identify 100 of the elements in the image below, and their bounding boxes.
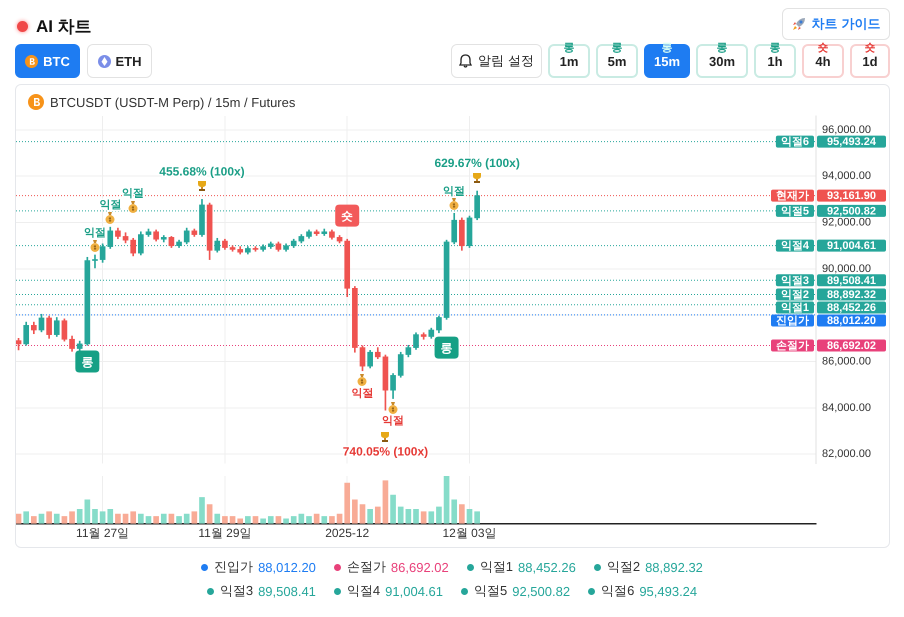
text: 손절가	[346, 559, 386, 574]
ref-line-label: 익절5	[780, 205, 810, 218]
bar	[199, 497, 205, 524]
text: 88,012.20	[258, 560, 316, 574]
text: 1h	[767, 54, 783, 70]
text: 익절3	[220, 583, 254, 598]
text: 92,500.82	[827, 205, 876, 218]
text: 95,493.24	[639, 584, 698, 598]
text: 86,692.02	[390, 560, 449, 574]
bar	[38, 514, 44, 524]
text: 알림 설정	[478, 52, 534, 70]
text: 롱	[564, 42, 574, 54]
bar	[16, 514, 22, 524]
text: 익절1	[480, 559, 513, 574]
bar	[122, 514, 128, 524]
bar	[62, 516, 68, 524]
x-tick-label: 11월 27일	[76, 526, 130, 540]
bar	[115, 514, 121, 524]
text: 1d	[862, 54, 878, 70]
y-tick-label: 96,000.00	[822, 124, 871, 136]
chart-subtitle: BTCUSDT (USDT-M Perp) / 15m / Futures	[50, 95, 296, 110]
text: 95,493.24	[827, 136, 877, 148]
bar	[382, 480, 388, 524]
bar	[344, 482, 350, 524]
bar	[237, 518, 244, 524]
x-tick-label: 2025-12	[325, 526, 370, 540]
bar	[466, 508, 472, 524]
bar	[268, 516, 274, 524]
annotation: 익절	[122, 188, 144, 200]
annotation: 익절	[84, 226, 106, 239]
text: 롱	[716, 42, 728, 54]
bar	[406, 508, 412, 524]
text: 88,452.26	[827, 302, 876, 314]
bar	[352, 499, 358, 524]
bar	[84, 499, 90, 524]
text: BTC	[43, 54, 70, 68]
text: 91,004.61	[385, 584, 443, 598]
bar	[390, 494, 396, 524]
bar	[46, 511, 52, 524]
bar	[374, 506, 381, 524]
bar	[153, 516, 159, 524]
bar	[76, 508, 83, 524]
bar	[367, 508, 373, 524]
ref-line-label: 현재가	[776, 190, 809, 202]
bar	[107, 508, 114, 524]
bar	[176, 516, 182, 524]
text: 롱	[770, 42, 780, 54]
annotation: 익절	[443, 185, 466, 198]
bar	[474, 511, 480, 524]
ref-line-label: 익절3	[780, 274, 810, 287]
ref-line-label: 진입가	[776, 315, 809, 328]
annotation: 롱	[81, 354, 94, 369]
bar	[252, 516, 258, 524]
text: 익절2	[606, 559, 640, 574]
annotation: 익절	[99, 199, 122, 212]
annotation: 740.05% (100x)	[342, 444, 428, 458]
bar	[298, 514, 304, 524]
text: 진입가	[214, 559, 254, 574]
text: 92,500.82	[512, 584, 570, 598]
bar	[206, 504, 212, 524]
x-tick-label: 11월 29일	[198, 526, 252, 540]
text: 88,012.20	[827, 315, 876, 328]
text: 88,892.32	[645, 560, 703, 574]
text: 1m	[560, 54, 578, 70]
ref-line-label: 익절2	[780, 289, 810, 302]
text: 91,004.61	[827, 240, 876, 252]
bar	[23, 511, 30, 524]
text: 5m	[608, 54, 626, 70]
bar	[54, 514, 60, 524]
text: 86,692.02	[827, 340, 876, 352]
annotation: 익절	[382, 415, 404, 428]
x-tick-label: 12월 03일	[442, 526, 497, 540]
bar	[428, 511, 434, 524]
bar	[413, 508, 419, 524]
annotation: 629.67% (100x)	[434, 156, 520, 170]
bar	[214, 514, 220, 524]
bar	[138, 514, 144, 524]
bar	[276, 516, 282, 524]
bar	[398, 506, 404, 524]
bar	[360, 504, 366, 524]
annotation: 숏	[341, 208, 354, 223]
text: 롱	[612, 42, 622, 54]
bar	[184, 514, 190, 524]
text: 숏	[864, 42, 876, 54]
text: 숏	[818, 42, 828, 54]
y-tick-label: 92,000.00	[822, 216, 871, 229]
bar	[314, 514, 320, 524]
bar	[459, 504, 465, 524]
chart-title: AI 차트	[36, 16, 92, 38]
text: 30m	[708, 54, 736, 70]
annotation: 익절	[351, 387, 374, 400]
text: 익절6	[601, 583, 634, 598]
text: 익절5	[474, 583, 508, 598]
bar	[92, 508, 98, 524]
bar	[222, 516, 228, 524]
text: 93,161.90	[827, 190, 876, 202]
y-tick-label: 90,000.00	[822, 262, 871, 275]
bar	[260, 518, 266, 524]
text: 차트 가이드	[812, 15, 880, 33]
bar	[230, 516, 236, 524]
